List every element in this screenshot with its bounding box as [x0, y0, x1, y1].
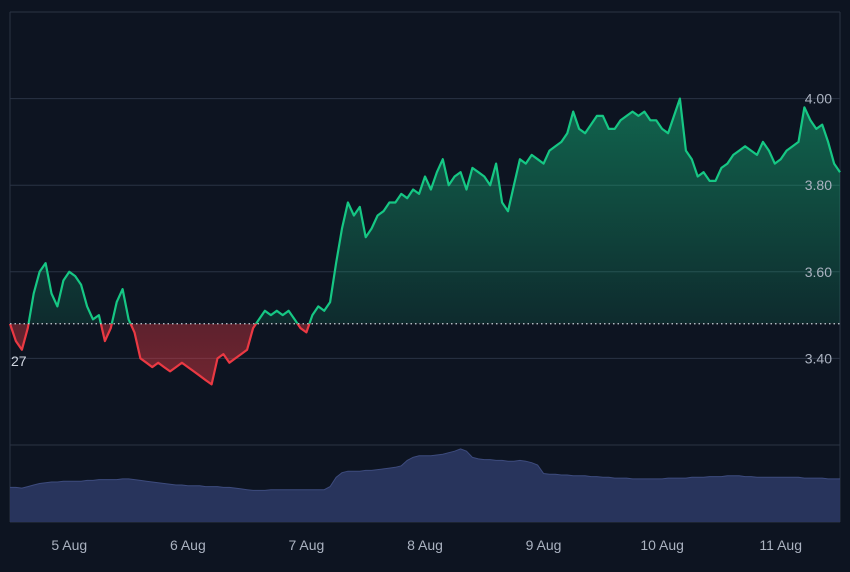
x-tick-label: 9 Aug [526, 537, 562, 553]
baseline-label: 27 [11, 353, 27, 369]
price-line-below [8, 323, 311, 386]
x-tick-label: 8 Aug [407, 537, 443, 553]
x-tick-label: 10 Aug [640, 537, 684, 553]
y-tick-label: 3.60 [805, 264, 832, 280]
y-tick-label: 3.80 [805, 177, 832, 193]
area-layer [10, 98, 840, 385]
area-fill-below [10, 323, 840, 385]
x-tick-label: 11 Aug [759, 537, 802, 553]
y-tick-label: 3.40 [805, 350, 832, 366]
volume-area [10, 448, 840, 522]
line-layer [8, 97, 841, 386]
label-layer: 3.40 3.60 3.80 4.00 5 Aug 6 Aug 7 Aug 8 Aug 9 Au… [11, 91, 832, 553]
volume-layer [10, 448, 840, 522]
x-tick-label: 6 Aug [170, 537, 206, 553]
price-line-above [10, 97, 841, 324]
x-tick-label: 7 Aug [289, 537, 325, 553]
x-tick-label: 5 Aug [51, 537, 87, 553]
y-tick-label: 4.00 [805, 91, 832, 107]
volume-outline [10, 448, 840, 491]
area-fill-above [28, 98, 840, 324]
